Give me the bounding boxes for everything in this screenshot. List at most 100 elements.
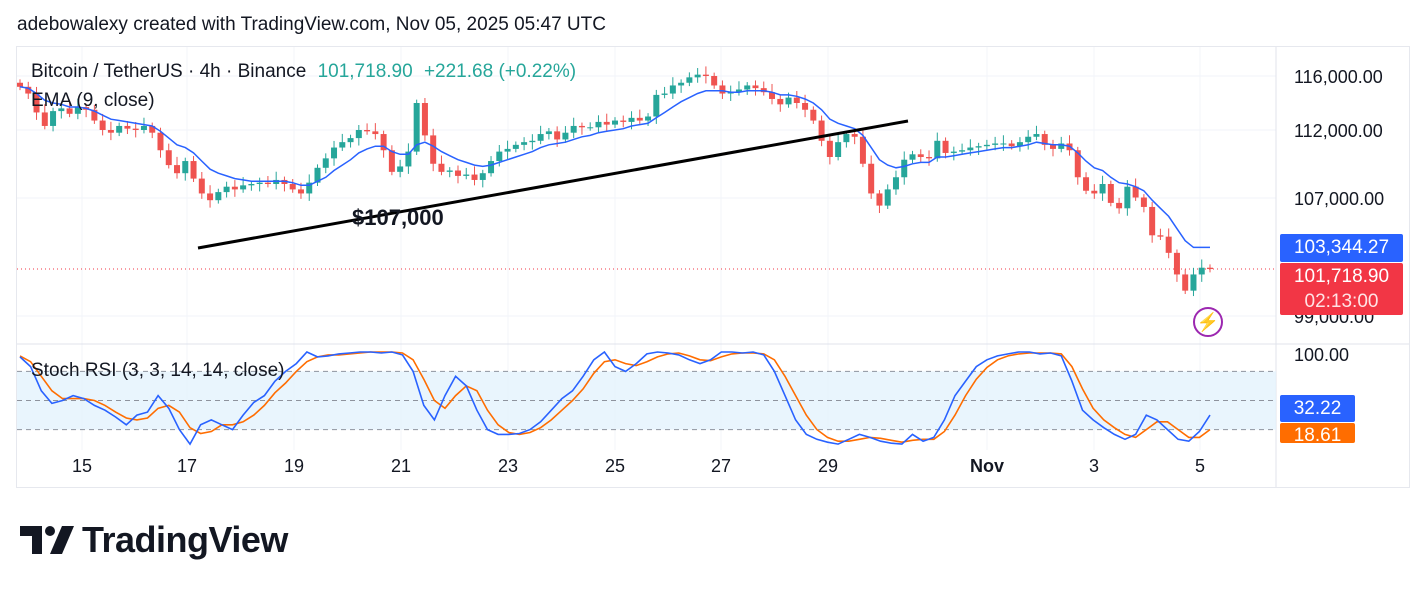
candle-body [661,93,668,95]
candle-body [33,93,40,113]
candle-body [876,193,883,206]
symbol-legend: Bitcoin / TetherUS · 4h · Binance 101,71… [31,61,576,83]
candle-body [372,131,379,135]
candle-body [934,140,941,159]
candle-body [628,117,635,122]
ema-line [19,86,1210,249]
candle-body [884,189,891,206]
stoch-k-line [19,350,1211,446]
candle-body [868,163,875,194]
candle-body [149,125,156,133]
ema-legend[interactable]: EMA (9, close) [31,90,155,111]
candle-body [719,85,726,94]
last-price-tag: 101,718.90 02:13:00 [1280,263,1403,315]
candle-body [1000,143,1007,145]
candle-body [917,154,924,157]
candle-body [504,148,511,152]
y-tick-label: 107,000.00 [1294,189,1384,209]
candle-body [620,120,627,122]
candle-body [959,150,966,152]
chart-frame[interactable] [16,46,1410,488]
candle-body [653,94,660,117]
candle-body [264,182,271,184]
candle-body [430,135,437,164]
candle-body [992,143,999,145]
candle-body [1165,236,1172,253]
stoch-d-line [19,351,1211,444]
candle-body [174,165,181,174]
candle-body [777,98,784,105]
candle-body [1173,252,1180,275]
ema-layer [19,86,1210,249]
candle-body [645,116,652,121]
candle-body [380,134,387,151]
candle-body [91,109,98,121]
candle-body [322,158,329,168]
candle-body [1008,143,1015,147]
candle-body [41,112,48,126]
candle-body [851,134,858,137]
last-price-legend: 101,718.90 [317,61,413,82]
candle-body [463,174,470,176]
candle-body [215,192,222,201]
candle-body [1149,206,1156,236]
x-tick-label: 27 [711,456,731,476]
candle-body [231,186,238,190]
candle-body [240,185,247,190]
x-tick-label: 5 [1195,456,1205,476]
candle-body [1190,274,1197,291]
stoch-tick-label: 100.00 [1294,345,1349,365]
candle-body [545,131,552,135]
y-tick-label: 112,000.00 [1294,121,1383,141]
support-trendline [197,119,909,250]
candle-body [446,170,453,172]
candle-body [942,140,949,153]
candle-body [529,140,536,143]
candle-body [58,108,65,112]
candle-body [347,138,354,143]
stoch-legend[interactable]: Stoch RSI (3, 3, 14, 14, close) [31,360,285,381]
candle-body [1182,274,1189,291]
candle-body [694,74,701,78]
candle-body [735,89,742,93]
candle-body [364,130,371,132]
candle-body [1132,186,1139,198]
x-tick-label: Nov [970,456,1004,476]
candle-body [843,134,850,143]
candle-body [17,82,23,87]
candle-body [826,140,833,157]
x-tick-label: 17 [177,456,197,476]
x-tick-label: 19 [284,456,304,476]
candle-body [306,182,313,194]
stoch-band [17,370,1276,431]
candle-body [967,147,974,151]
candle-body [578,125,585,128]
candle-body [1198,267,1205,275]
candle-body [983,144,990,147]
candle-body [182,161,189,174]
candle-body [198,178,205,194]
candle-body [537,134,544,141]
x-tick-label: 29 [818,456,838,476]
candle-body [570,125,577,133]
price-change-legend: +221.68 (+0.22%) [423,61,577,82]
candle-body [1157,235,1164,237]
candle-body [1083,177,1090,191]
candle-body [1107,184,1114,203]
candle-body [297,189,304,194]
candle-body [603,121,610,125]
candle-body [835,142,842,157]
lightning-icon[interactable]: ⚡ [1193,307,1223,337]
candle-body [99,120,106,130]
candle-body [744,85,751,90]
candle-body [686,77,693,83]
candle-body [711,76,718,86]
symbol-title: Bitcoin / TetherUS · 4h · Binance [31,61,307,82]
candle-body [124,125,131,129]
candle-body [950,151,957,153]
candle-body [1099,184,1106,194]
candle-body [421,103,428,136]
stoch-k-tag: 32.22 [1280,395,1355,422]
candle-body [289,184,296,190]
